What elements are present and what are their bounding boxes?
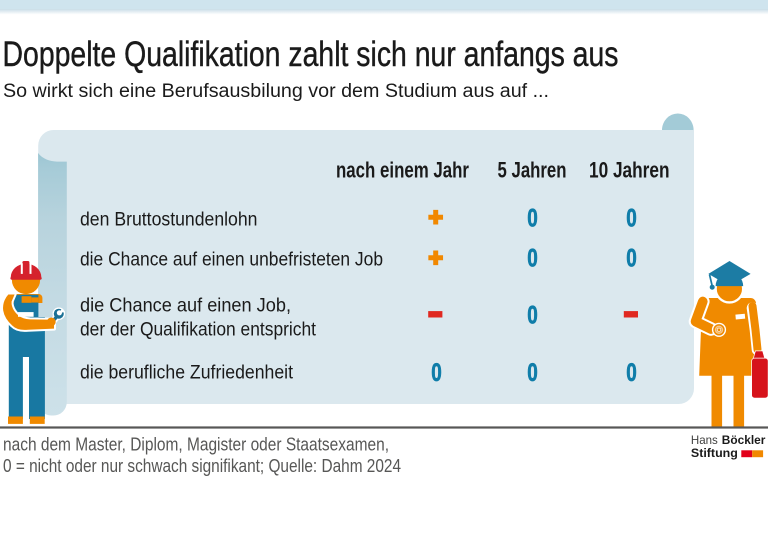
svg-text:0: 0 <box>527 358 538 386</box>
svg-text:Doppelte Qualifikation zahlt s: Doppelte Qualifikation zahlt sich nur an… <box>3 35 619 74</box>
svg-text:die Chance auf einen unbefrist: die Chance auf einen unbefristeten Job <box>80 249 383 271</box>
svg-text:die Chance auf einen Job,: die Chance auf einen Job, <box>80 295 291 317</box>
svg-text:nach einem Jahr: nach einem Jahr <box>336 158 469 183</box>
svg-text:5 Jahren: 5 Jahren <box>498 158 567 183</box>
svg-text:0: 0 <box>527 204 538 232</box>
svg-text:So wirkt sich eine Berufsausbi: So wirkt sich eine Berufsausbilung vor d… <box>3 81 549 102</box>
svg-text:0: 0 <box>626 358 637 386</box>
svg-text:0: 0 <box>527 301 538 329</box>
svg-text:Stiftung: Stiftung <box>691 446 738 460</box>
svg-text:0: 0 <box>527 244 538 272</box>
svg-text:nach dem Master, Diplom, Magis: nach dem Master, Diplom, Magister oder S… <box>3 434 389 455</box>
svg-text:0: 0 <box>431 358 442 386</box>
svg-text:10 Jahren: 10 Jahren <box>589 158 670 183</box>
svg-text:den Bruttostundenlohn: den Bruttostundenlohn <box>80 209 258 231</box>
svg-text:Hans: Hans <box>691 433 718 447</box>
svg-text:0: 0 <box>626 244 637 272</box>
svg-text:die berufliche Zufriedenheit: die berufliche Zufriedenheit <box>80 362 294 384</box>
svg-text:0: 0 <box>626 204 637 232</box>
svg-text:Böckler: Böckler <box>722 433 766 447</box>
svg-text:0 = nicht oder nur schwach sig: 0 = nicht oder nur schwach signifikant; … <box>3 455 401 476</box>
svg-text:der der Qualifikation entspric: der der Qualifikation entspricht <box>80 319 317 341</box>
